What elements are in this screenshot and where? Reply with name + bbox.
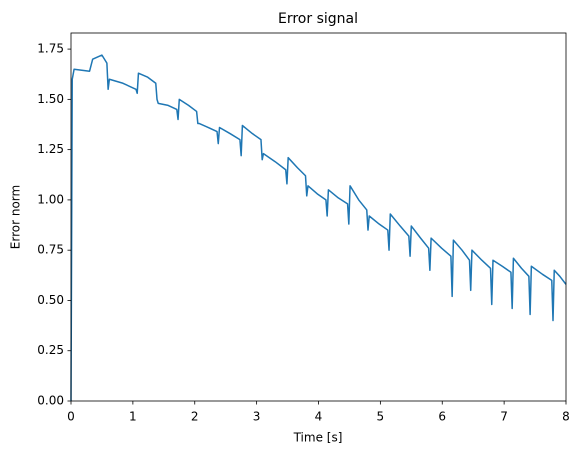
x-tick-label: 0 bbox=[67, 410, 75, 424]
y-tick-label: 0.25 bbox=[37, 343, 64, 357]
y-tick-label: 0.00 bbox=[37, 394, 64, 408]
y-tick-label: 1.25 bbox=[37, 142, 64, 156]
x-tick-label: 6 bbox=[438, 410, 446, 424]
y-tick-label: 1.00 bbox=[37, 192, 64, 206]
data-line bbox=[70, 54, 567, 402]
x-tick-label: 3 bbox=[253, 410, 261, 424]
x-tick-label: 5 bbox=[377, 410, 385, 424]
y-axis-label: Error norm bbox=[9, 185, 23, 249]
chart-title: Error signal bbox=[278, 11, 358, 27]
x-tick-label: 4 bbox=[315, 410, 323, 424]
x-tick-label: 7 bbox=[500, 410, 508, 424]
x-tick-label: 1 bbox=[129, 410, 137, 424]
y-tick-label: 1.75 bbox=[37, 42, 64, 56]
x-axis-label: Time [s] bbox=[293, 431, 343, 445]
x-tick-label: 2 bbox=[191, 410, 199, 424]
y-tick-label: 0.75 bbox=[37, 243, 64, 257]
x-tick-label: 8 bbox=[562, 410, 570, 424]
y-tick-label: 1.50 bbox=[37, 92, 64, 106]
plot-frame bbox=[70, 32, 567, 402]
y-tick-label: 0.50 bbox=[37, 293, 64, 307]
